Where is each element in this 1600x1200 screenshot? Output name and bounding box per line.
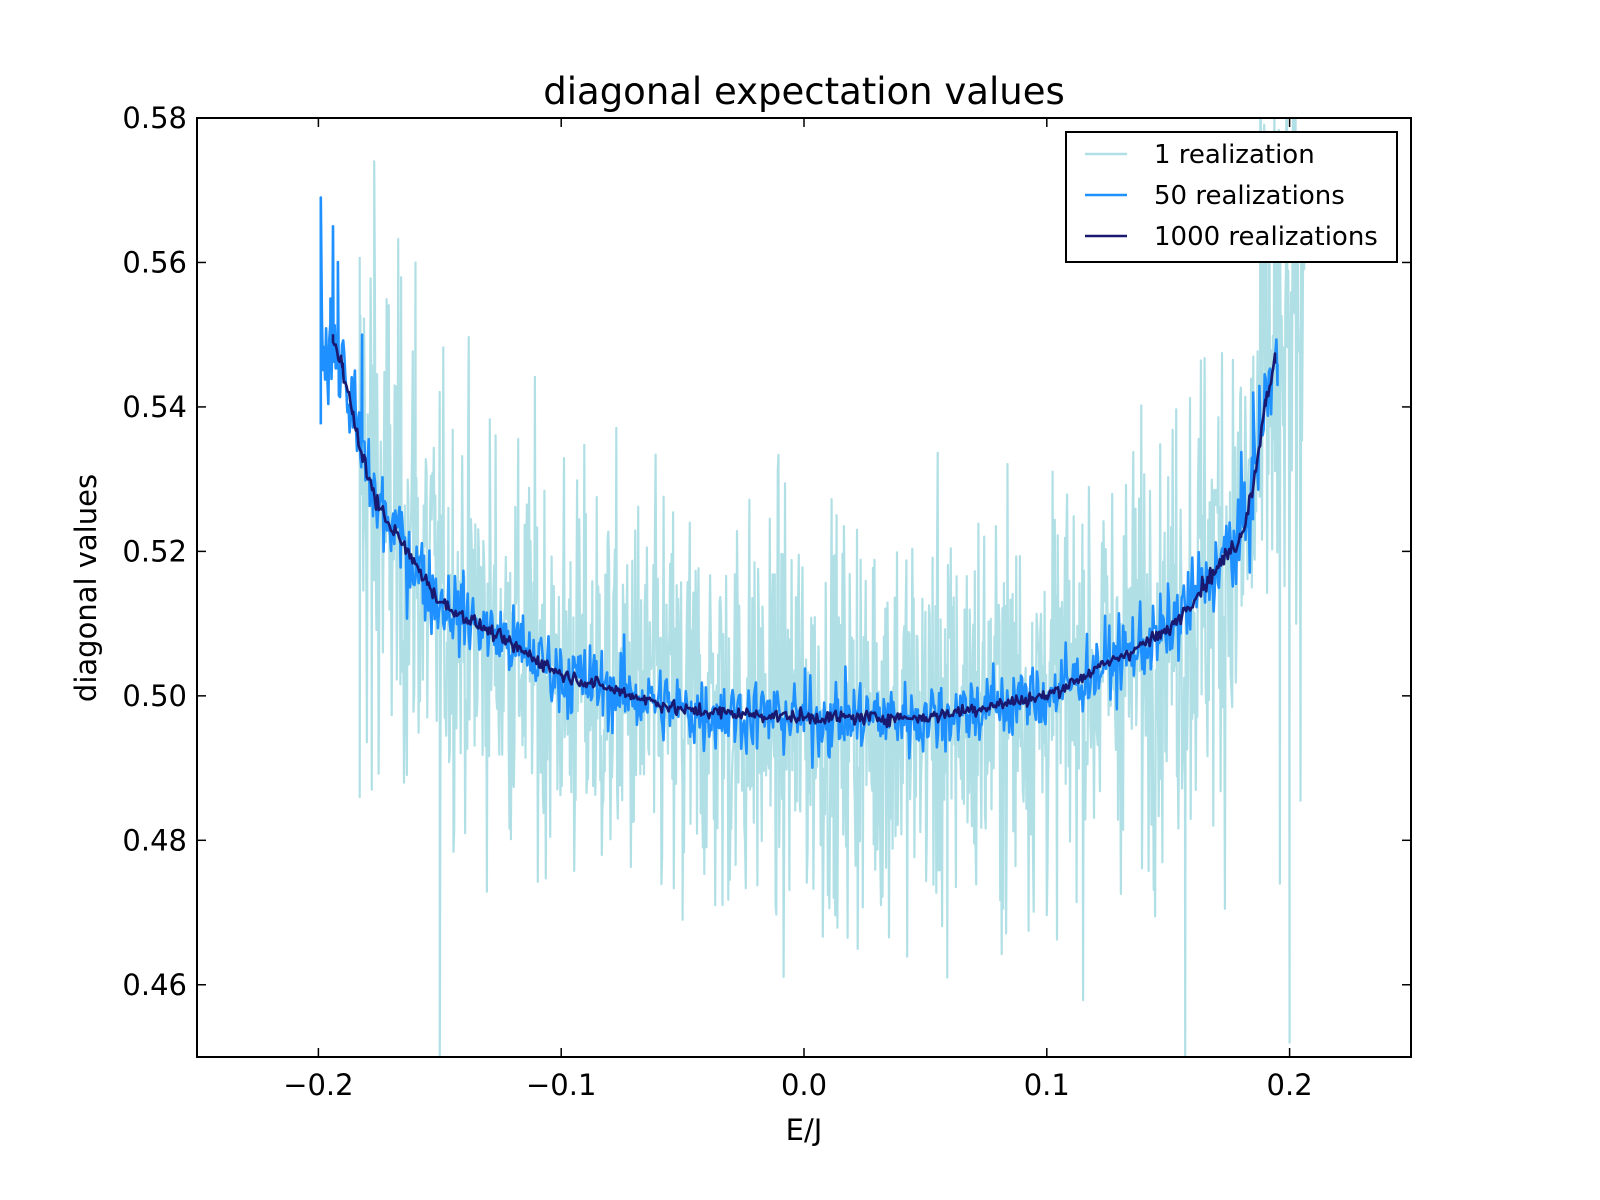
y-tick-label: 0.48 (122, 823, 187, 857)
series-line-3 (331, 334, 1277, 729)
x-axis-ticks: −0.2 −0.1 0.0 0.1 0.2 (283, 118, 1313, 1102)
y-tick-label: 0.52 (122, 534, 187, 568)
chart-title: diagonal expectation values (543, 70, 1065, 113)
y-tick-label: 0.50 (122, 679, 187, 713)
x-tick-label: −0.1 (526, 1068, 596, 1102)
legend: 1 realization 50 realizations 1000 realiza… (1065, 131, 1398, 263)
legend-label-1: 1 realization (1154, 140, 1315, 170)
x-tick-label: −0.2 (283, 1068, 353, 1102)
y-axis-ticks: 0.46 0.48 0.50 0.52 0.54 0.56 0.58 (122, 101, 1411, 1002)
legend-label-3: 1000 realizations (1154, 222, 1378, 252)
x-axis-label: E/J (786, 1113, 823, 1147)
legend-label-2: 50 realizations (1154, 181, 1345, 211)
x-tick-label: 0.2 (1267, 1068, 1313, 1102)
y-axis-label: diagonal values (69, 474, 103, 702)
x-tick-label: 0.0 (781, 1068, 827, 1102)
y-tick-label: 0.56 (122, 245, 187, 279)
y-tick-label: 0.58 (122, 101, 187, 135)
y-tick-label: 0.46 (122, 968, 187, 1002)
plot-lines (319, 118, 1306, 1057)
x-tick-label: 0.1 (1024, 1068, 1070, 1102)
series-line-1 (358, 118, 1306, 1057)
y-tick-label: 0.54 (122, 390, 187, 424)
